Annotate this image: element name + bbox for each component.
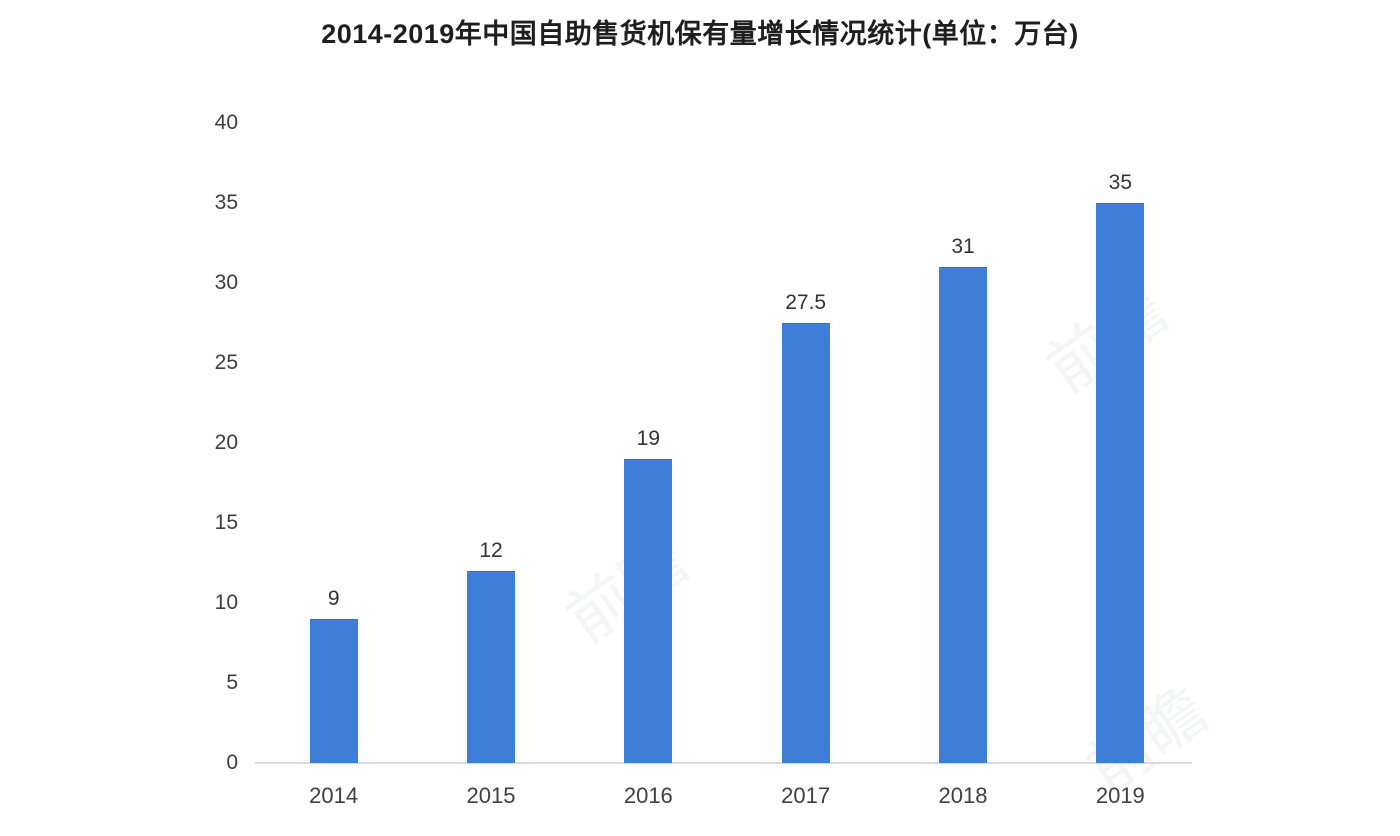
y-tick-label: 0 — [226, 751, 238, 774]
bar-value-label: 35 — [1108, 171, 1133, 194]
x-tick-label: 2014 — [309, 783, 359, 808]
bar-2017 — [781, 323, 830, 763]
x-axis-line — [255, 762, 1192, 764]
bar-2016 — [624, 459, 673, 763]
y-tick-label: 10 — [214, 591, 238, 614]
bar-2019 — [1096, 203, 1145, 763]
y-tick-label: 25 — [214, 351, 238, 374]
y-tick-label: 35 — [214, 191, 238, 214]
y-tick-label: 30 — [214, 271, 238, 294]
y-tick-label: 5 — [226, 671, 238, 694]
bar-value-label: 19 — [636, 427, 661, 450]
x-tick-label: 2019 — [1095, 783, 1145, 808]
y-tick-label: 40 — [214, 111, 238, 134]
bar-value-label: 27.5 — [785, 291, 827, 314]
bar-value-label: 9 — [327, 587, 340, 610]
bar-2015 — [467, 571, 515, 763]
bar-2018 — [939, 267, 987, 763]
x-tick-label: 2018 — [938, 783, 988, 808]
bar-value-label: 31 — [951, 235, 975, 258]
x-tick-label: 2016 — [623, 783, 673, 808]
x-tick-label: 2015 — [466, 783, 516, 808]
y-tick-label: 15 — [214, 511, 238, 534]
bar-value-label: 12 — [479, 539, 503, 562]
x-tick-label: 2017 — [781, 783, 831, 808]
y-tick-label: 20 — [214, 431, 238, 454]
chart-title: 2014-2019年中国自助售货机保有量增长情况统计(单位：万台) — [321, 19, 1079, 49]
bar-2014 — [309, 619, 358, 763]
